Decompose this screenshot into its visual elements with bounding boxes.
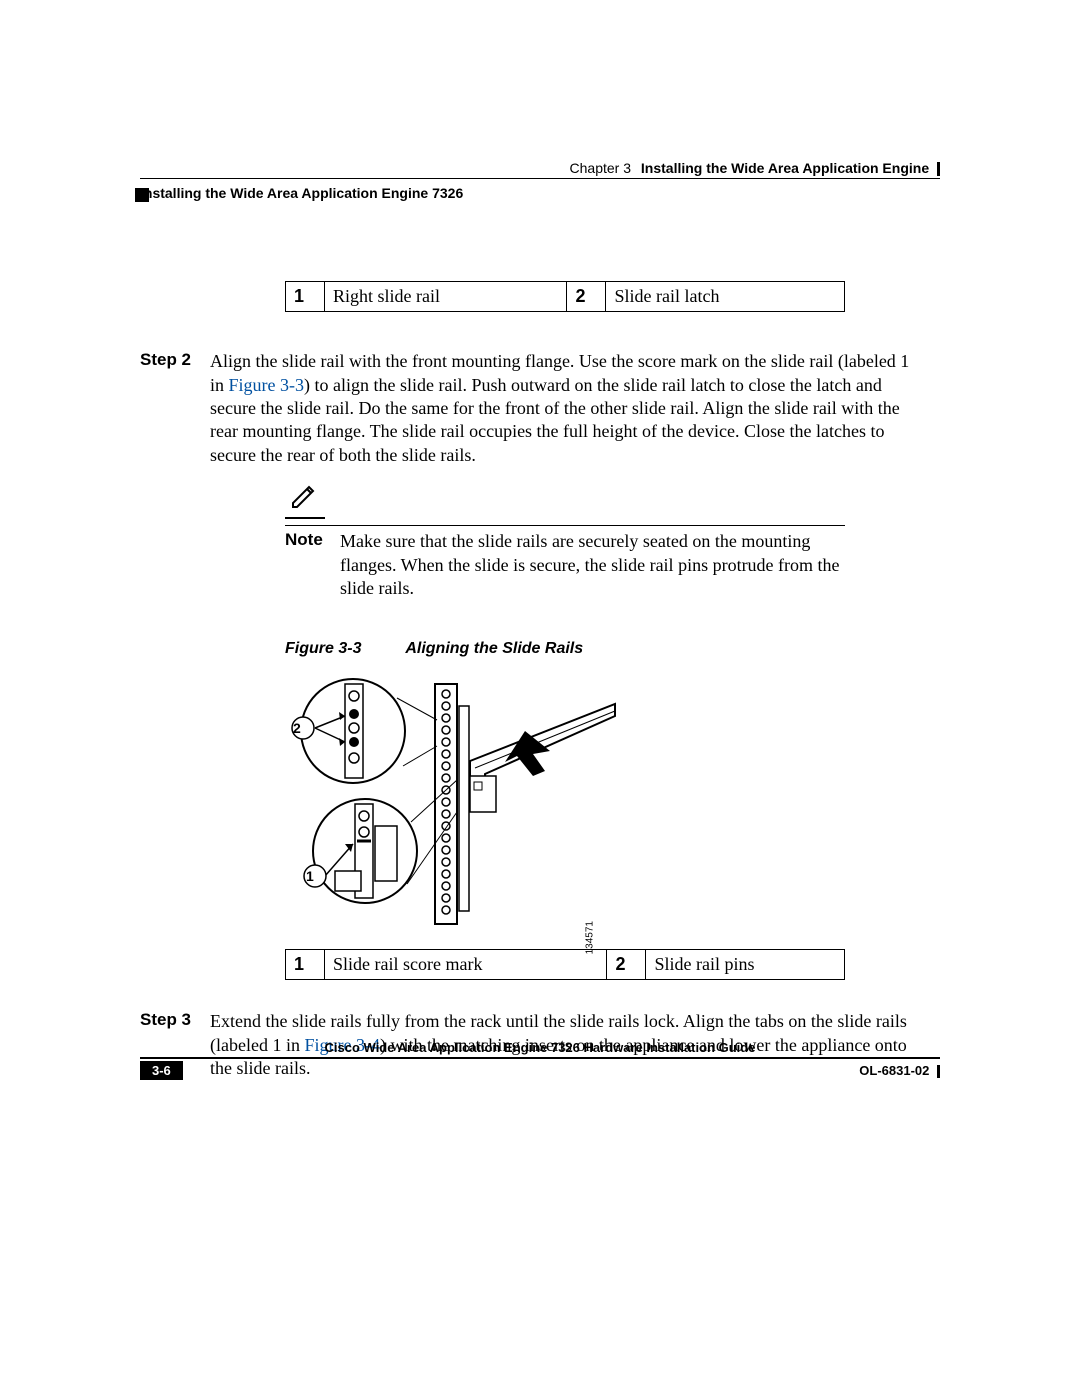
cell-text: Right slide rail (325, 282, 567, 312)
text: ) to align the slide rail. Push outward … (210, 375, 900, 465)
doc-number-text: OL-6831-02 (859, 1063, 929, 1078)
running-header: Chapter 3 Installing the Wide Area Appli… (140, 160, 940, 179)
note-label: Note (285, 530, 340, 600)
note-body: Make sure that the slide rails are secur… (340, 530, 845, 600)
figure-image-number: 134571 (584, 921, 595, 954)
page-number: 3-6 (140, 1061, 183, 1080)
note-text: Note Make sure that the slide rails are … (285, 525, 845, 600)
callout-2-label: 2 (293, 720, 301, 736)
cell-text: Slide rail pins (646, 950, 845, 980)
note-block: Note Make sure that the slide rails are … (285, 487, 845, 600)
callout-table-1: 1 Right slide rail 2 Slide rail latch (285, 281, 845, 312)
step-label: Step 2 (140, 350, 210, 467)
cell-text: Slide rail score mark (325, 950, 607, 980)
figure-ref-link[interactable]: Figure 3-3 (229, 375, 305, 395)
figure-number: Figure 3-3 (285, 640, 361, 657)
cell-text: Slide rail latch (606, 282, 845, 312)
table-row: 1 Right slide rail 2 Slide rail latch (286, 282, 845, 312)
callout-table-2: 1 Slide rail score mark 2 Slide rail pin… (285, 949, 845, 980)
section-title: Installing the Wide Area Application Eng… (140, 185, 940, 201)
footer-bar-icon (937, 1065, 940, 1078)
page-content: Chapter 3 Installing the Wide Area Appli… (140, 160, 940, 1081)
figure-title: Aligning the Slide Rails (405, 640, 583, 657)
table-row: 1 Slide rail score mark 2 Slide rail pin… (286, 950, 845, 980)
figure-3-3: 2 1 134571 (285, 676, 625, 931)
doc-number: OL-6831-02 (859, 1063, 940, 1078)
book-title: Cisco Wide Area Application Engine 7326 … (140, 1040, 940, 1059)
page-footer: Cisco Wide Area Application Engine 7326 … (140, 1040, 940, 1080)
step-body: Align the slide rail with the front moun… (210, 350, 910, 467)
cell-num: 2 (607, 950, 646, 980)
chapter-title: Installing the Wide Area Application Eng… (641, 160, 929, 176)
header-bar-icon (937, 162, 940, 176)
callout-1-label: 1 (306, 868, 314, 884)
section-marker-square (135, 188, 149, 202)
cell-num: 1 (286, 282, 325, 312)
pencil-icon (285, 487, 325, 519)
figure-caption: Figure 3-3 Aligning the Slide Rails (285, 640, 940, 658)
chapter-label: Chapter 3 (570, 160, 631, 176)
cell-num: 1 (286, 950, 325, 980)
step-2: Step 2 Align the slide rail with the fro… (140, 350, 940, 467)
cell-num: 2 (567, 282, 606, 312)
